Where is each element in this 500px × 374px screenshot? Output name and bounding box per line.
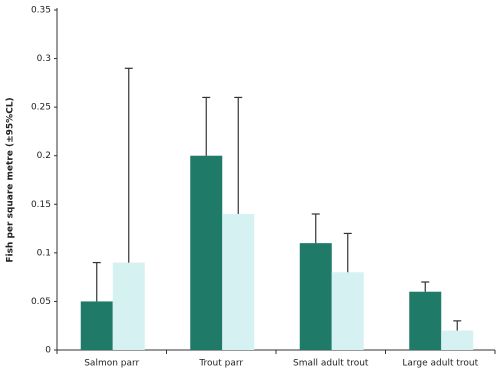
y-tick-label: 0.05 <box>31 297 51 307</box>
y-tick-label: 0.2 <box>37 151 51 161</box>
y-tick-label: 0.15 <box>31 200 51 210</box>
x-tick-label: Small adult trout <box>293 359 369 369</box>
bar <box>441 330 474 350</box>
bar <box>409 291 442 350</box>
bar <box>331 272 364 350</box>
x-tick-label: Salmon parr <box>84 359 139 369</box>
bar <box>222 214 255 350</box>
y-tick-label: 0.25 <box>31 103 51 113</box>
bar <box>112 262 145 350</box>
bar <box>299 243 332 350</box>
y-tick-label: 0.3 <box>37 54 51 64</box>
y-tick-label: 0.35 <box>31 6 51 16</box>
x-tick-label: Large adult trout <box>402 359 478 369</box>
bar <box>190 155 223 350</box>
bar <box>80 301 113 350</box>
y-axis-label: Fish per square metre (±95%CL) <box>6 97 16 262</box>
y-tick-label: 0.1 <box>37 248 51 258</box>
y-tick-label: 0 <box>45 346 51 356</box>
x-tick-label: Trout parr <box>198 359 243 369</box>
